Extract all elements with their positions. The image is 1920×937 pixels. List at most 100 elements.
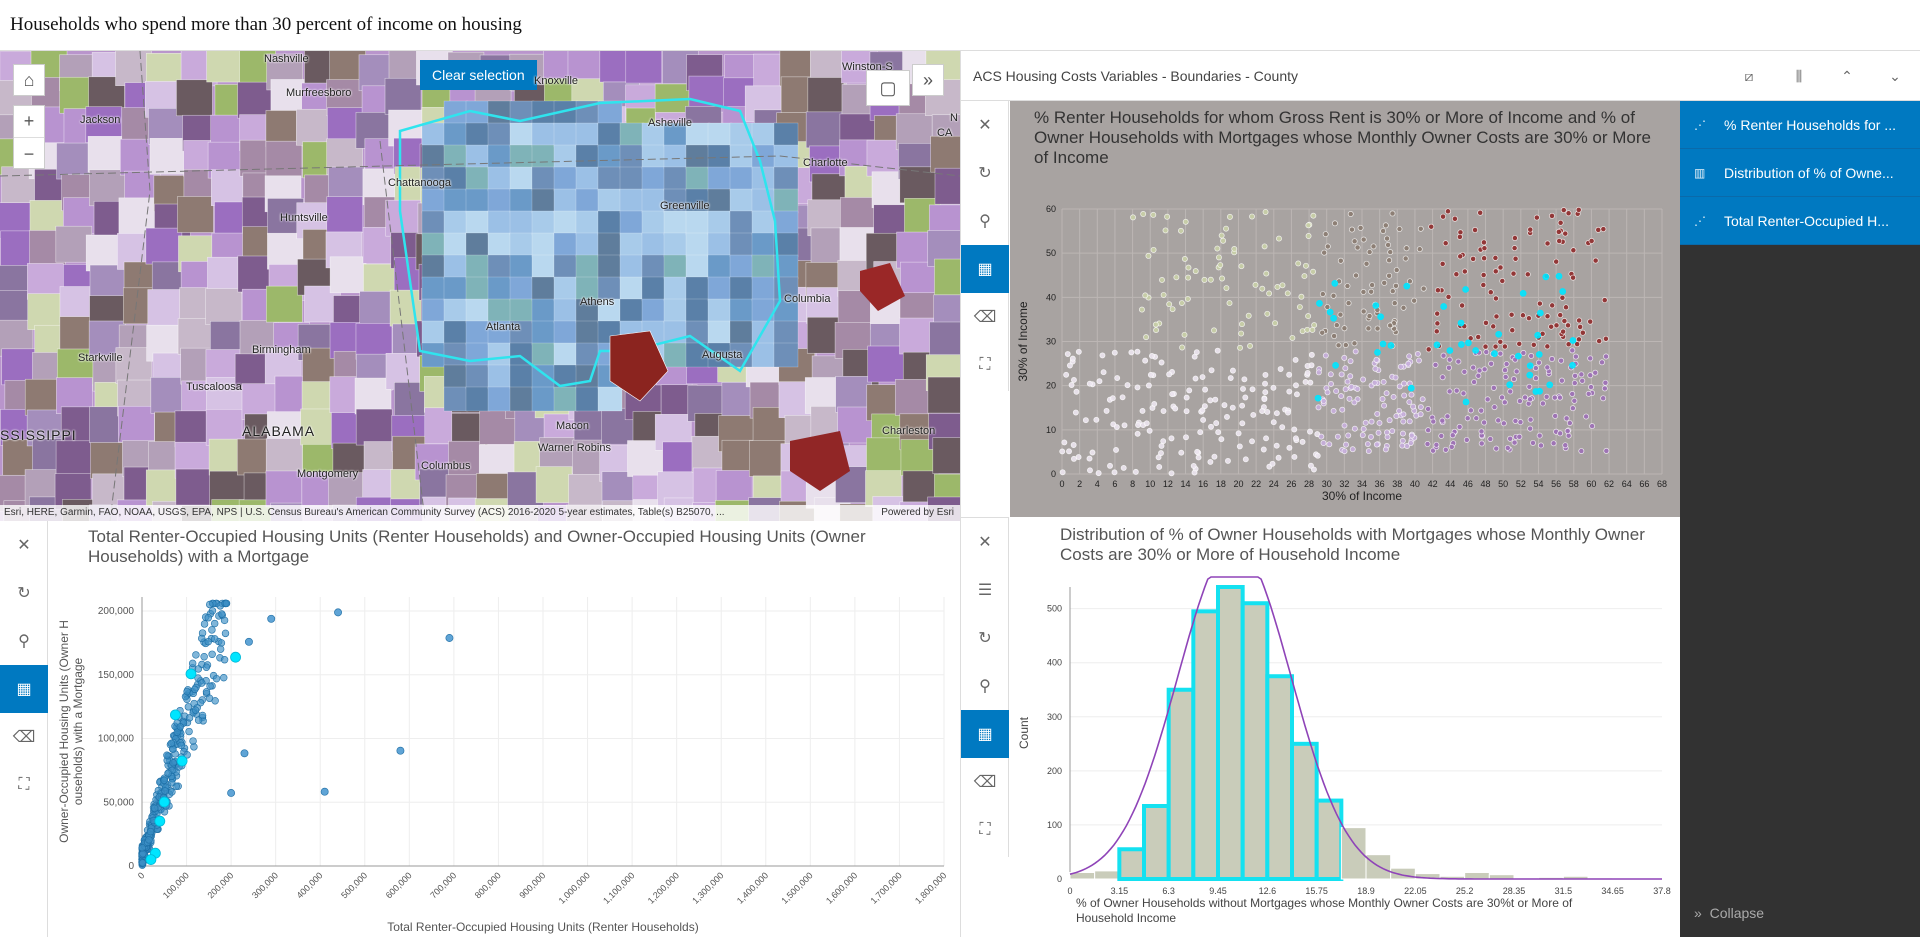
selected-county xyxy=(487,364,513,390)
data-point xyxy=(1526,315,1532,322)
rotate-icon[interactable]: ↻ xyxy=(978,165,992,182)
scatter-plot[interactable]: 0 2 4 6 8 10 12 14 16 18 20 22 24 26 28 30 32 34 36 38 40 42 4… xyxy=(1010,101,1680,517)
data-point xyxy=(216,645,225,653)
city-label: Columbia xyxy=(784,293,831,305)
data-point xyxy=(1548,323,1555,330)
data-point xyxy=(1261,243,1268,250)
county xyxy=(837,290,875,328)
tick-label: 0 xyxy=(1067,886,1072,896)
close-icon[interactable]: ✕ xyxy=(978,534,992,551)
data-point xyxy=(1223,285,1230,292)
search-icon[interactable]: ⚲ xyxy=(18,633,30,650)
scatter-chart-icon[interactable]: ⧄ xyxy=(1744,67,1754,84)
data-point xyxy=(1380,228,1387,234)
list-icon[interactable]: ☰ xyxy=(977,582,993,599)
data-point xyxy=(1218,232,1225,239)
legend-item-total-renter[interactable]: ⋰ Total Renter-Occupied H... xyxy=(1680,197,1920,245)
close-icon[interactable]: ✕ xyxy=(17,537,31,554)
data-point xyxy=(1162,227,1169,234)
clear-selection-button[interactable]: Clear selection xyxy=(420,60,537,90)
data-point xyxy=(1405,360,1412,367)
selected-county xyxy=(773,342,799,368)
plus-icon[interactable]: + xyxy=(23,111,35,131)
minus-icon[interactable]: − xyxy=(14,137,44,169)
data-point xyxy=(1320,398,1327,404)
data-point xyxy=(1226,300,1233,307)
data-point xyxy=(1570,274,1577,281)
data-point xyxy=(1261,396,1268,403)
data-point xyxy=(1527,416,1534,423)
selected-county xyxy=(443,210,469,236)
data-point xyxy=(1556,238,1563,244)
data-point xyxy=(1311,322,1318,329)
data-point xyxy=(1425,406,1432,412)
legend-item-distribution[interactable]: ▥ Distribution of % of Owne... xyxy=(1680,149,1920,197)
state-boundary xyxy=(109,51,151,521)
map-view[interactable]: ⌂ + − Clear selection ▢ » Nashville Knox… xyxy=(0,51,960,521)
eraser-icon[interactable]: ⌫ xyxy=(973,309,997,326)
data-point xyxy=(1497,350,1504,357)
rotate-icon[interactable]: ↻ xyxy=(17,585,31,602)
collapse-button[interactable]: » Collapse xyxy=(1694,905,1764,921)
fullscreen-icon[interactable]: ⛶ xyxy=(18,776,30,793)
selection-icon[interactable]: ▦ xyxy=(0,665,48,713)
close-icon[interactable]: ✕ xyxy=(978,117,992,134)
selected-county xyxy=(531,386,557,412)
data-point xyxy=(168,779,176,787)
histogram-plot[interactable]: 0 100 200 300 400 500 0 3.15 6.3 9.45 12.6 15.75 18.… xyxy=(1010,517,1680,937)
selected-point xyxy=(1535,351,1543,358)
data-point xyxy=(1217,262,1224,269)
search-icon[interactable]: ⚲ xyxy=(979,213,991,230)
eraser-icon[interactable]: ⌫ xyxy=(12,729,36,746)
home-icon[interactable]: ⌂ xyxy=(13,64,45,96)
fullscreen-icon[interactable]: ⛶ xyxy=(979,356,991,373)
data-point xyxy=(1229,367,1236,374)
selection-icon[interactable]: ▦ xyxy=(961,245,1009,293)
data-point xyxy=(1374,410,1381,417)
legend-item-renter-scatter[interactable]: ⋰ % Renter Households for ... xyxy=(1680,101,1920,149)
fullscreen-icon[interactable]: ⛶ xyxy=(979,821,991,838)
data-point xyxy=(1142,292,1149,299)
data-point xyxy=(1368,288,1375,295)
data-point xyxy=(1059,448,1066,455)
scatter-plot[interactable]: 0 100,000 200,000 300,000 400,000 500,000 600,… xyxy=(48,521,960,937)
data-point xyxy=(1140,211,1147,217)
data-point xyxy=(1562,230,1569,237)
data-point xyxy=(1181,331,1188,338)
chevrons-down-icon[interactable]: ⌄ xyxy=(1889,67,1901,84)
search-icon[interactable]: ⚲ xyxy=(979,678,991,695)
data-point xyxy=(168,788,176,796)
data-point xyxy=(1528,353,1535,359)
panel-divider xyxy=(960,51,961,937)
data-point xyxy=(1345,300,1352,307)
selected-county xyxy=(421,276,447,302)
eraser-icon[interactable]: ⌫ xyxy=(973,774,997,791)
data-point xyxy=(1263,435,1270,442)
rotate-icon[interactable]: ↻ xyxy=(978,630,992,647)
square-icon[interactable]: ▢ xyxy=(866,70,910,106)
data-point xyxy=(191,685,199,694)
data-point xyxy=(1337,257,1344,264)
powered-by-esri[interactable]: Powered by Esri xyxy=(881,507,954,518)
histogram-chart[interactable]: Distribution of % of Owner Households wi… xyxy=(1010,517,1680,937)
selection-icon[interactable]: ▦ xyxy=(961,710,1009,758)
tick-label: 1,200,000 xyxy=(646,870,681,905)
tick-label: 16 xyxy=(1198,479,1208,489)
data-point xyxy=(1093,416,1100,423)
chevrons-up-icon[interactable]: ⌃ xyxy=(1841,67,1853,84)
tick-label: 50,000 xyxy=(103,797,134,808)
histogram-icon[interactable]: ⫼ xyxy=(1795,67,1803,84)
data-point xyxy=(1478,407,1485,414)
data-point xyxy=(1185,264,1192,271)
county-choropleth[interactable] xyxy=(0,51,960,521)
data-point xyxy=(1274,284,1281,290)
data-point xyxy=(1430,418,1437,425)
selected-county xyxy=(487,144,513,170)
scatter-chart-income[interactable]: % Renter Households for whom Gross Rent … xyxy=(1010,101,1680,517)
data-point xyxy=(160,776,168,784)
data-point xyxy=(1119,394,1126,401)
scatter-chart-housing-units[interactable]: Total Renter-Occupied Housing Units (Ren… xyxy=(48,521,960,937)
data-point xyxy=(217,639,226,647)
data-point xyxy=(1324,243,1331,250)
double-chevron-right-icon[interactable]: » xyxy=(912,64,944,96)
